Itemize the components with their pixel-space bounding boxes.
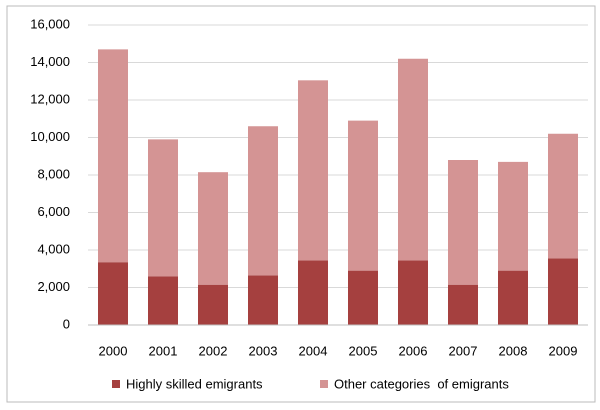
x-tick-label: 2004 [299, 343, 328, 358]
bar-segment [148, 276, 178, 325]
bar-segment [448, 160, 478, 285]
y-tick-label: 2,000 [37, 279, 70, 294]
bar-segment [98, 49, 128, 263]
x-tick-label: 2002 [199, 343, 228, 358]
chart-frame [6, 5, 596, 403]
legend-swatch [112, 380, 120, 388]
legend-swatch [320, 380, 328, 388]
bar-segment [98, 262, 128, 325]
x-tick-label: 2003 [249, 343, 278, 358]
bar-segment [498, 270, 528, 325]
bar-segment [198, 172, 228, 285]
bar-segment [348, 270, 378, 325]
y-tick-label: 12,000 [30, 91, 70, 106]
y-tick-label: 10,000 [30, 129, 70, 144]
x-tick-label: 2009 [549, 343, 578, 358]
y-tick-label: 0 [63, 316, 70, 331]
x-tick-label: 2006 [399, 343, 428, 358]
x-tick-label: 2001 [149, 343, 178, 358]
y-tick-label: 14,000 [30, 54, 70, 69]
bar-segment [548, 258, 578, 325]
legend-label: Other categories of emigrants [334, 376, 509, 391]
bar-segment [248, 275, 278, 325]
bar-segment [448, 284, 478, 325]
bar-segment [498, 161, 528, 271]
bar-segment [398, 58, 428, 261]
y-tick-label: 6,000 [37, 204, 70, 219]
bar-segment [548, 133, 578, 259]
bar-segment [298, 80, 328, 261]
bar-segment [148, 139, 178, 277]
legend-label: Highly skilled emigrants [126, 376, 263, 391]
bar-segment [298, 260, 328, 325]
x-tick-label: 2007 [449, 343, 478, 358]
x-tick-label: 2005 [349, 343, 378, 358]
bar-segment [398, 260, 428, 325]
bar-segment [348, 120, 378, 271]
bar-segment [248, 126, 278, 276]
x-tick-label: 2000 [99, 343, 128, 358]
y-tick-label: 16,000 [30, 16, 70, 31]
x-tick-label: 2008 [499, 343, 528, 358]
bar-segment [198, 284, 228, 325]
y-tick-label: 4,000 [37, 241, 70, 256]
y-tick-label: 8,000 [37, 166, 70, 181]
